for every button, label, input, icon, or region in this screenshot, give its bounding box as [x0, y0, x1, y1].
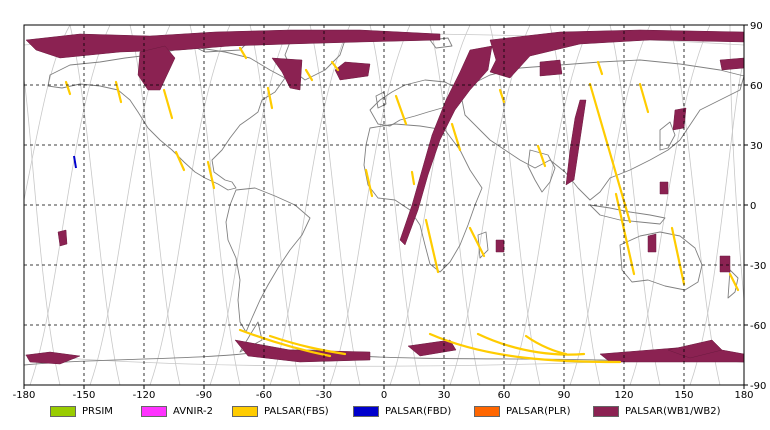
- lon-tick-label: 0: [381, 390, 387, 400]
- lon-tick-label: 60: [498, 390, 511, 400]
- palsar-fbd-swaths: [73, 155, 77, 169]
- palsar-wb-swaths: [25, 29, 745, 365]
- latitude-labels: 90 60 30 0 -30 -60 -90: [750, 21, 766, 392]
- lon-tick-label: 120: [614, 390, 633, 400]
- lon-tick-label: -120: [133, 390, 156, 400]
- lon-tick-label: 180: [734, 390, 753, 400]
- lon-tick-label: 90: [558, 390, 571, 400]
- british-isles-outline: [375, 91, 387, 109]
- lon-tick-label: -150: [73, 390, 96, 400]
- lon-tick-label: 150: [674, 390, 693, 400]
- y-tick-marks: [744, 24, 748, 386]
- legend: PRSIM AVNIR-2 PALSAR(FBS) PALSAR(FBD) PA…: [0, 400, 770, 424]
- legend-swatch: [474, 405, 500, 417]
- lon-tick-label: -90: [196, 390, 212, 400]
- legend-label: AVNIR-2: [173, 405, 213, 417]
- lat-tick-label: 90: [750, 21, 763, 32]
- legend-item-palsar-fbs: PALSAR(FBS): [232, 404, 329, 418]
- lat-tick-label: 0: [750, 201, 756, 212]
- legend-item-avnir2: AVNIR-2: [141, 404, 213, 418]
- lat-tick-label: -90: [750, 381, 766, 392]
- lon-tick-label: 30: [438, 390, 451, 400]
- lat-tick-label: -30: [750, 261, 766, 272]
- asia-outline: [459, 59, 745, 201]
- new-zealand-outline: [727, 269, 739, 299]
- madagascar-outline: [477, 231, 489, 259]
- legend-label: PALSAR(WB1/WB2): [625, 405, 721, 417]
- lat-tick-label: -60: [750, 321, 766, 332]
- legend-swatch: [50, 405, 76, 417]
- lon-tick-label: -60: [256, 390, 272, 400]
- legend-swatch: [353, 405, 379, 417]
- longitude-labels: -180 -150 -120 -90 -60 -30 0 30 60 90 12…: [13, 390, 754, 400]
- legend-item-palsar-wb: PALSAR(WB1/WB2): [593, 404, 721, 418]
- legend-item-palsar-plr: PALSAR(PLR): [474, 404, 570, 418]
- south-america-outline: [225, 187, 311, 333]
- legend-label: PALSAR(PLR): [506, 405, 571, 417]
- coverage-map: -180 -150 -120 -90 -60 -30 0 30 60 90 12…: [13, 21, 767, 400]
- legend-swatch: [232, 405, 258, 417]
- africa-outline: [363, 123, 483, 273]
- legend-item-prsim: PRSIM: [50, 404, 113, 418]
- svalbard-outline: [429, 37, 453, 49]
- north-america-outline: [47, 47, 286, 191]
- lat-tick-label: 60: [750, 81, 763, 92]
- lat-tick-label: 30: [750, 141, 763, 152]
- legend-label: PALSAR(FBS): [264, 405, 329, 417]
- x-tick-marks: [23, 385, 745, 389]
- lon-tick-label: -180: [13, 390, 36, 400]
- legend-swatch: [593, 405, 619, 417]
- palsar-fbs-swaths: [64, 46, 740, 364]
- legend-item-palsar-fbd: PALSAR(FBD): [353, 404, 451, 418]
- lon-tick-label: -30: [316, 390, 332, 400]
- legend-swatch: [141, 405, 167, 417]
- australia-outline: [619, 231, 703, 291]
- legend-label: PALSAR(FBD): [385, 405, 452, 417]
- graticule: [24, 25, 744, 385]
- india-outline: [527, 149, 556, 193]
- legend-label: PRSIM: [82, 405, 113, 417]
- japan-outline: [659, 121, 676, 151]
